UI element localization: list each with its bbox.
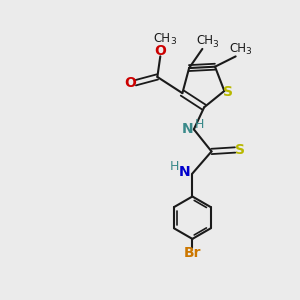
Text: H: H (170, 160, 179, 173)
Text: CH: CH (196, 34, 213, 47)
Text: N: N (182, 122, 193, 136)
Text: CH: CH (229, 42, 246, 55)
Text: H: H (194, 118, 204, 130)
Text: O: O (124, 76, 136, 90)
Text: CH: CH (154, 32, 171, 45)
Text: 3: 3 (170, 37, 176, 46)
Text: 3: 3 (212, 40, 218, 49)
Text: Br: Br (184, 246, 201, 260)
Text: 3: 3 (245, 47, 251, 56)
Text: O: O (154, 44, 166, 58)
Text: S: S (236, 143, 245, 157)
Text: S: S (223, 85, 233, 99)
Text: N: N (179, 165, 191, 179)
